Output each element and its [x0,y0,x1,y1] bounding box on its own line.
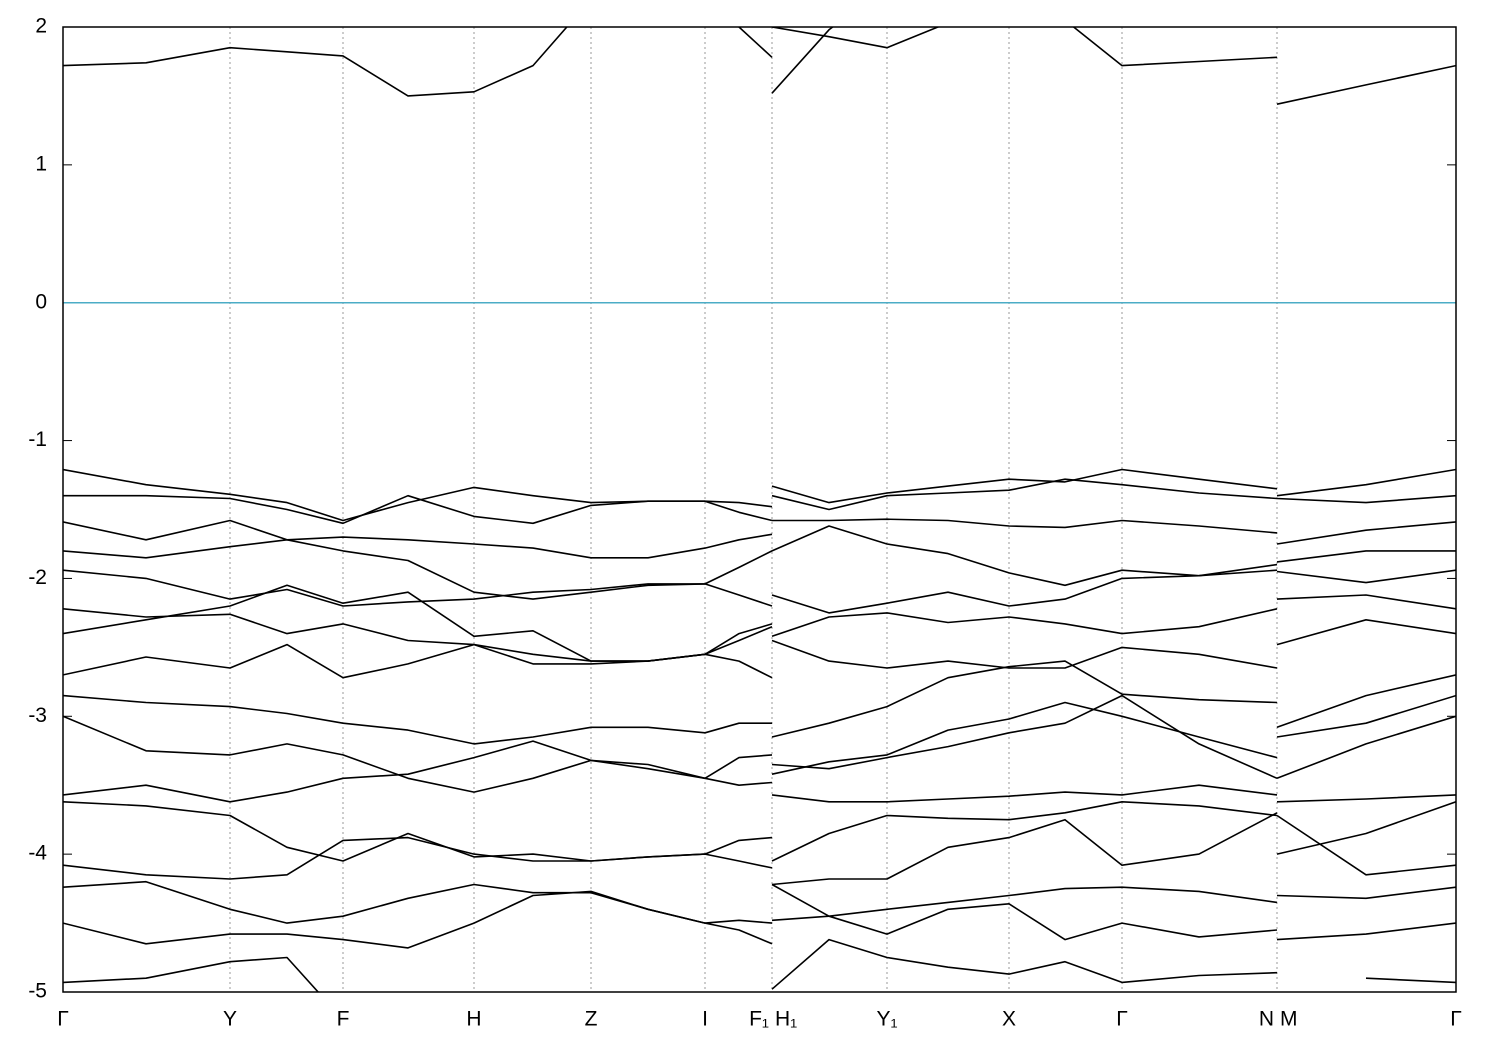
y-tick-label: -2 [28,566,47,589]
y-tick-label: 2 [35,15,47,38]
y-tick-label: -1 [28,428,47,451]
x-tick-label: Γ [1116,1008,1128,1031]
x-tick-label: M [1280,1008,1298,1031]
x-tick-label: F₁ [749,1008,769,1031]
band-line [63,27,1456,105]
band-line [771,27,941,49]
y-tick-label: 0 [35,290,47,313]
x-tick-label: H [466,1008,481,1031]
x-tick-label: H₁ [775,1008,797,1031]
x-tick-label: X [1002,1008,1016,1031]
band-line [63,694,1456,793]
band-line [63,623,1456,738]
x-tick-label: I [702,1008,708,1031]
y-tick-label: -3 [28,704,47,727]
plot-frame [62,26,1457,993]
x-tick-label: F [337,1008,350,1031]
band-line [63,740,1456,803]
band-line [63,883,1456,949]
band-line [63,880,1456,924]
band-line [63,569,1456,614]
x-tick-label: Γ [57,1008,69,1031]
band-line [63,694,1456,775]
band-line [63,518,1456,559]
bands [63,27,1456,992]
y-tick-label: -4 [28,842,47,865]
x-tick-label: Γ [1450,1008,1462,1031]
x-tick-label: Y₁ [876,1008,897,1031]
band-line [63,468,1456,522]
y-tick-label: -5 [28,980,47,1003]
band-line [63,801,1456,862]
y-tick-label: 1 [35,152,47,175]
x-tick-label: N [1259,1008,1274,1031]
x-tick-label: Z [585,1008,598,1031]
x-tick-label: Y [223,1008,237,1031]
band-line [63,938,1456,992]
band-line [63,812,1456,886]
band-line [63,478,1456,525]
